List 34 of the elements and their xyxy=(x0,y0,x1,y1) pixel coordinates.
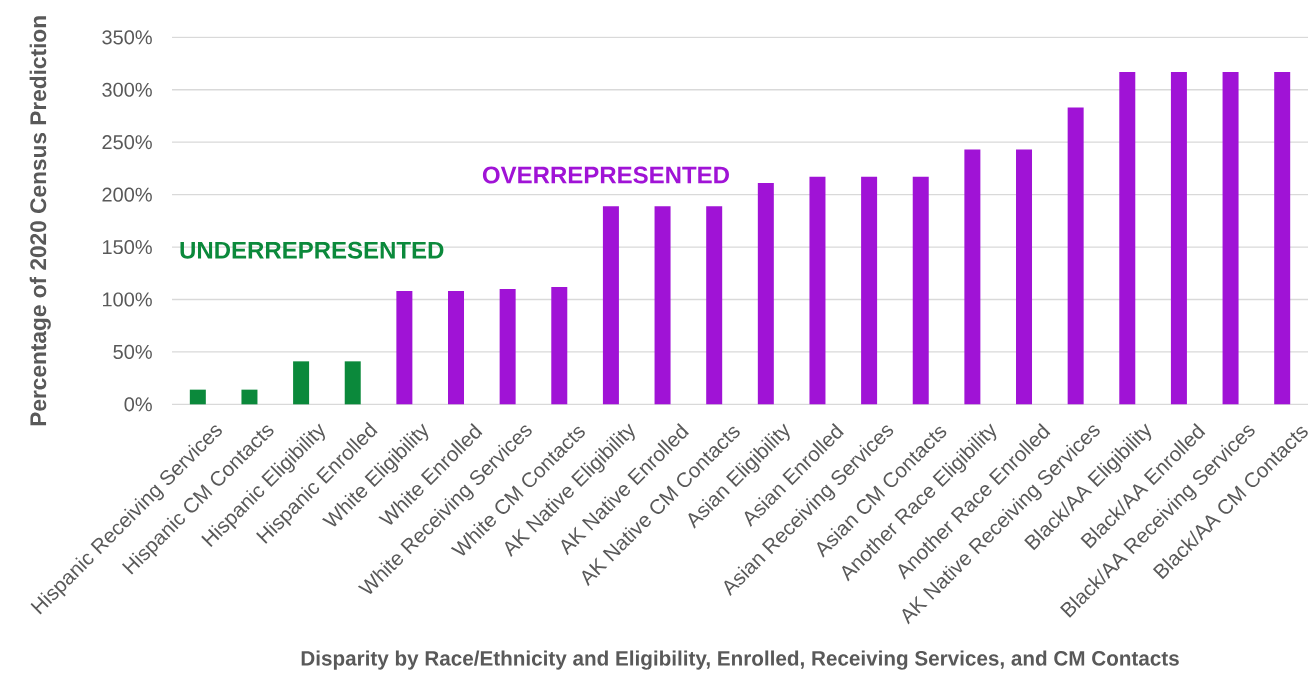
annotation: UNDERREPRESENTED xyxy=(180,241,444,259)
bar xyxy=(1016,149,1033,405)
bar xyxy=(654,206,671,405)
annotation: OVERREPRESENTED xyxy=(482,166,729,184)
y-tick-label: 200% xyxy=(102,187,152,202)
bar xyxy=(861,176,878,405)
y-axis-title: Percentage of 2020 Census Prediction xyxy=(29,16,51,426)
y-tick-label: 50% xyxy=(113,344,152,359)
bar xyxy=(189,389,206,405)
bar xyxy=(964,149,981,405)
bar xyxy=(809,176,826,405)
y-tick-label: 100% xyxy=(103,292,152,307)
bar xyxy=(293,361,310,405)
x-axis-title: Disparity by Race/Ethnicity and Eligibility, Enrolled, Receiving Services, and CM Contacts xyxy=(301,650,1179,670)
bar xyxy=(1222,71,1239,405)
bar xyxy=(1170,71,1187,405)
bar xyxy=(448,291,465,405)
y-tick-label: 350% xyxy=(102,30,152,45)
y-tick-label: 250% xyxy=(102,135,152,150)
bar xyxy=(757,183,774,405)
bar xyxy=(499,288,516,405)
bar xyxy=(551,286,568,405)
bar xyxy=(1274,71,1291,405)
y-tick-label: 0% xyxy=(124,397,152,412)
bar xyxy=(706,206,723,405)
bar xyxy=(602,206,619,405)
y-tick-label: 300% xyxy=(102,82,152,97)
bar xyxy=(912,176,929,405)
bar xyxy=(344,361,361,405)
y-tick-label: 150% xyxy=(103,239,152,255)
bar xyxy=(396,291,413,405)
bar xyxy=(241,389,258,405)
bar xyxy=(1119,71,1136,405)
bar xyxy=(1067,107,1084,405)
